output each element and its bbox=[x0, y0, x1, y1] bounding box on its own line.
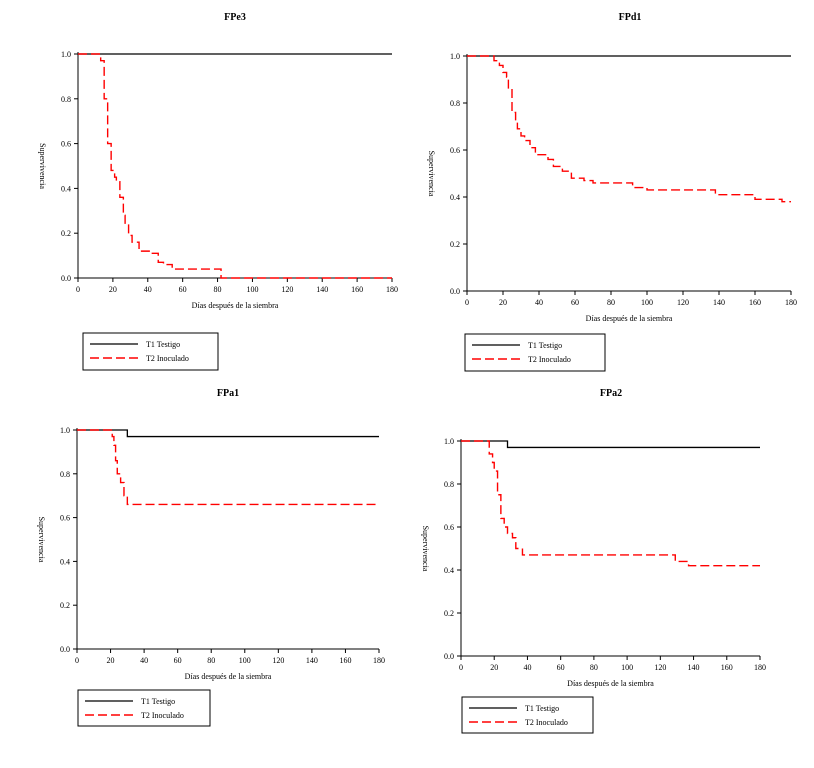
x-tick-label: 40 bbox=[140, 656, 148, 665]
y-tick-label: 0.6 bbox=[444, 523, 454, 532]
y-tick-label: 1.0 bbox=[444, 437, 454, 446]
x-tick-label: 80 bbox=[590, 663, 598, 672]
x-tick-label: 120 bbox=[654, 663, 666, 672]
x-tick-label: 60 bbox=[179, 285, 187, 294]
legend-label-t1: T1 Testigo bbox=[525, 704, 559, 713]
y-axis-label: Supervivencia bbox=[421, 526, 430, 572]
legend-box bbox=[464, 333, 606, 372]
x-tick-label: 140 bbox=[713, 298, 725, 307]
legend-label-t2: T2 Inoculado bbox=[528, 355, 571, 364]
x-tick-label: 20 bbox=[499, 298, 507, 307]
y-tick-label: 1.0 bbox=[60, 426, 70, 435]
y-tick-label: 0.6 bbox=[61, 140, 71, 149]
x-tick-label: 80 bbox=[607, 298, 615, 307]
x-axis-label: Días después de la siembra bbox=[185, 672, 272, 681]
x-tick-label: 120 bbox=[677, 298, 689, 307]
x-tick-label: 180 bbox=[373, 656, 385, 665]
x-tick-label: 140 bbox=[688, 663, 700, 672]
x-tick-label: 100 bbox=[239, 656, 251, 665]
y-tick-label: 0.0 bbox=[444, 652, 454, 661]
x-tick-label: 0 bbox=[459, 663, 463, 672]
x-tick-label: 160 bbox=[721, 663, 733, 672]
x-tick-label: 60 bbox=[174, 656, 182, 665]
x-tick-label: 40 bbox=[535, 298, 543, 307]
x-tick-label: 160 bbox=[749, 298, 761, 307]
series-t1-testigo-line bbox=[77, 429, 379, 438]
x-tick-label: 20 bbox=[490, 663, 498, 672]
x-tick-label: 180 bbox=[785, 298, 797, 307]
chart-title: FPd1 bbox=[619, 12, 642, 23]
x-tick-label: 100 bbox=[246, 285, 258, 294]
y-tick-label: 0.4 bbox=[60, 557, 70, 566]
chart-panel-fpa1: FPa1 0 20 40 60 80 100 120 140 160 180 0.0 0.2 0.4 0.6… bbox=[37, 388, 385, 727]
x-tick-label: 0 bbox=[465, 298, 469, 307]
legend-box bbox=[77, 689, 211, 727]
x-tick-label: 0 bbox=[75, 656, 79, 665]
y-tick-label: 0.2 bbox=[450, 240, 460, 249]
x-tick-label: 160 bbox=[339, 656, 351, 665]
y-tick-label: 1.0 bbox=[450, 52, 460, 61]
x-axis-label: Días después de la siembra bbox=[192, 301, 279, 310]
x-tick-label: 180 bbox=[754, 663, 766, 672]
y-tick-label: 0.2 bbox=[444, 609, 454, 618]
y-tick-label: 0.4 bbox=[61, 184, 71, 193]
y-tick-label: 0.0 bbox=[61, 274, 71, 283]
series-t2-inoculado-line bbox=[467, 55, 791, 203]
y-tick-label: 1.0 bbox=[61, 50, 71, 59]
x-tick-label: 60 bbox=[557, 663, 565, 672]
legend-label-t2: T2 Inoculado bbox=[525, 718, 568, 727]
chart-title: FPa2 bbox=[600, 388, 622, 399]
x-tick-label: 80 bbox=[214, 285, 222, 294]
x-tick-label: 0 bbox=[76, 285, 80, 294]
y-tick-label: 0.8 bbox=[61, 95, 71, 104]
y-tick-label: 0.8 bbox=[444, 480, 454, 489]
x-tick-label: 160 bbox=[351, 285, 363, 294]
x-tick-label: 100 bbox=[621, 663, 633, 672]
x-tick-label: 40 bbox=[523, 663, 531, 672]
y-tick-label: 0.4 bbox=[450, 193, 460, 202]
y-axis-label: Supervivencia bbox=[427, 151, 436, 197]
x-axis-label: Días después de la siembra bbox=[586, 314, 673, 323]
series-t1-testigo-line bbox=[461, 440, 760, 449]
legend-box bbox=[82, 332, 219, 371]
y-tick-label: 0.0 bbox=[450, 287, 460, 296]
chart-panel-fpe3: FPe3 0 20 40 60 80 100 120 140 160 180 0.0 0.2 0.4 0.6… bbox=[38, 12, 398, 371]
legend-label-t1: T1 Testigo bbox=[528, 341, 562, 350]
x-tick-label: 60 bbox=[571, 298, 579, 307]
legend-box bbox=[461, 696, 594, 734]
legend-label-t1: T1 Testigo bbox=[146, 340, 180, 349]
y-tick-label: 0.8 bbox=[450, 99, 460, 108]
x-tick-label: 20 bbox=[109, 285, 117, 294]
x-tick-label: 20 bbox=[107, 656, 115, 665]
series-t2-inoculado-line bbox=[461, 440, 760, 567]
x-tick-label: 120 bbox=[272, 656, 284, 665]
x-tick-label: 40 bbox=[144, 285, 152, 294]
x-axis-label: Días después de la siembra bbox=[567, 679, 654, 688]
legend-label-t1: T1 Testigo bbox=[141, 697, 175, 706]
y-tick-label: 0.2 bbox=[60, 601, 70, 610]
y-tick-label: 0.6 bbox=[60, 514, 70, 523]
chart-panel-fpd1: FPd1 0 20 40 60 80 100 120 140 160 180 0.0 0.2 0.4 0.6… bbox=[427, 12, 797, 372]
y-tick-label: 0.0 bbox=[60, 645, 70, 654]
chart-title: FPe3 bbox=[224, 12, 246, 23]
series-t2-inoculado-line bbox=[78, 53, 392, 279]
y-tick-label: 0.2 bbox=[61, 229, 71, 238]
y-tick-label: 0.4 bbox=[444, 566, 454, 575]
chart-title: FPa1 bbox=[217, 388, 239, 399]
x-tick-label: 100 bbox=[641, 298, 653, 307]
y-tick-label: 0.8 bbox=[60, 470, 70, 479]
x-tick-label: 80 bbox=[207, 656, 215, 665]
series-t2-inoculado-line bbox=[77, 429, 379, 506]
chart-panel-fpa2: FPa2 0 20 40 60 80 100 120 140 160 180 0.0 0.2 0.4 0.6… bbox=[421, 388, 766, 734]
legend-label-t2: T2 Inoculado bbox=[141, 711, 184, 720]
x-tick-label: 140 bbox=[316, 285, 328, 294]
x-tick-label: 140 bbox=[306, 656, 318, 665]
y-axis-label: Supervivencia bbox=[38, 143, 47, 189]
x-tick-label: 120 bbox=[281, 285, 293, 294]
legend-label-t2: T2 Inoculado bbox=[146, 354, 189, 363]
y-tick-label: 0.6 bbox=[450, 146, 460, 155]
x-tick-label: 180 bbox=[386, 285, 398, 294]
y-axis-label: Supervivencia bbox=[37, 517, 46, 563]
